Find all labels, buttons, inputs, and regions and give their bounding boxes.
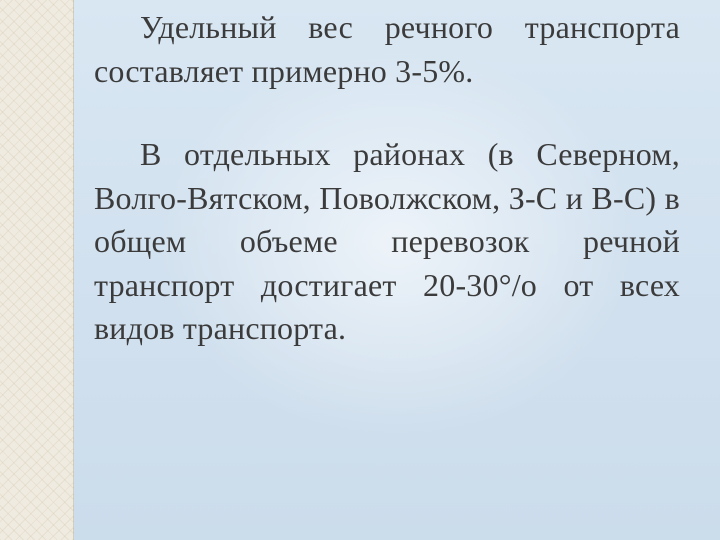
text-content-area: Удельный вес речного транспорта составля… xyxy=(74,0,720,540)
paragraph-2: В отдельных районах (в Северном, Волго-В… xyxy=(94,133,680,351)
slide-page: Удельный вес речного транспорта составля… xyxy=(0,0,720,540)
paragraph-gap xyxy=(94,93,680,133)
paragraph-1: Удельный вес речного транспорта составля… xyxy=(94,6,680,93)
left-texture-strip xyxy=(0,0,74,540)
